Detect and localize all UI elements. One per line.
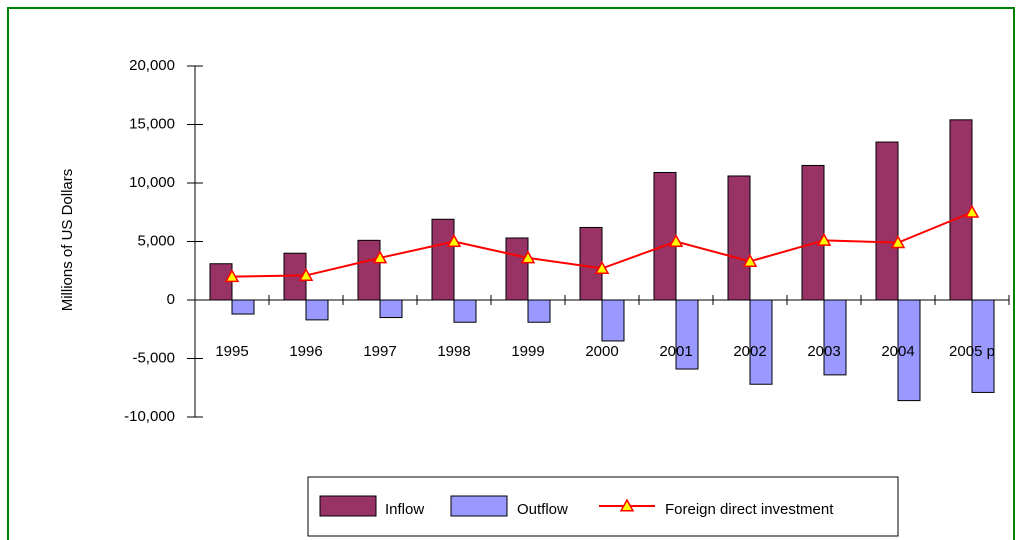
legend-label: Inflow	[385, 501, 424, 518]
x-tick-label: 2004	[881, 343, 914, 360]
marker	[520, 250, 536, 264]
x-tick-label: 2005 p	[949, 343, 995, 360]
x-tick-label: 1999	[511, 343, 544, 360]
bar	[379, 299, 403, 319]
legend-swatch	[319, 495, 377, 517]
marker	[742, 253, 758, 267]
marker	[668, 233, 684, 248]
y-tick-label: -5,000	[132, 349, 175, 366]
legend-marker	[619, 498, 635, 512]
y-tick-label: 20,000	[129, 57, 175, 74]
bar	[949, 119, 973, 301]
y-tick-label: 10,000	[129, 174, 175, 191]
legend-swatch	[450, 495, 508, 517]
x-tick-label: 2002	[733, 343, 766, 360]
marker	[964, 204, 980, 218]
y-tick-label: -10,000	[124, 408, 175, 425]
legend-label: Foreign direct investment	[665, 501, 834, 518]
bar	[305, 299, 329, 321]
x-tick-label: 1998	[437, 343, 470, 360]
marker	[816, 232, 832, 246]
marker	[372, 250, 388, 264]
bar	[601, 299, 625, 342]
marker	[594, 260, 610, 274]
marker	[446, 233, 462, 248]
marker	[298, 267, 314, 281]
bar	[231, 299, 255, 315]
x-tick-label: 1995	[215, 343, 248, 360]
x-tick-label: 2003	[807, 343, 840, 360]
y-tick-label: 15,000	[129, 115, 175, 132]
x-tick-label: 1997	[363, 343, 396, 360]
bar	[579, 226, 603, 301]
legend-label: Outflow	[517, 501, 568, 518]
bar	[823, 299, 847, 376]
bar	[527, 299, 551, 323]
x-tick-label: 1996	[289, 343, 322, 360]
x-tick-label: 2000	[585, 343, 618, 360]
bar	[431, 218, 455, 301]
x-tick-label: 2001	[659, 343, 692, 360]
bar	[875, 141, 899, 301]
bar	[727, 175, 751, 301]
bar	[453, 299, 477, 323]
bar	[653, 171, 677, 301]
y-tick-label: 0	[167, 291, 175, 308]
y-axis-title: Millions of US Dollars	[59, 169, 76, 312]
bar	[505, 237, 529, 301]
y-tick-label: 5,000	[137, 232, 175, 249]
bar	[801, 164, 825, 301]
marker	[224, 269, 240, 283]
bar	[357, 239, 381, 301]
marker	[890, 235, 906, 249]
